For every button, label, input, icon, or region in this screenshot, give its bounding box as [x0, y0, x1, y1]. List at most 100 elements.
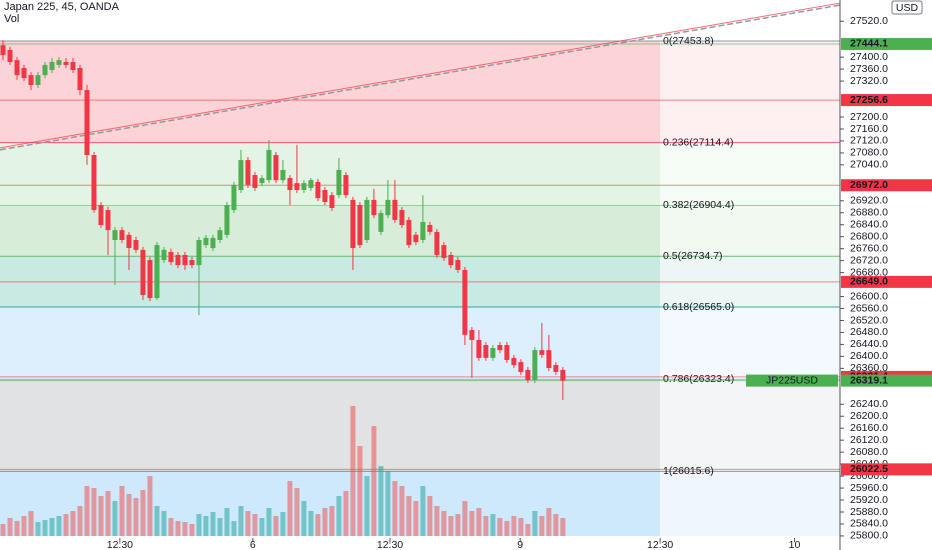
- y-tick-label: 26520.0: [850, 314, 888, 326]
- volume-bar: [511, 516, 517, 536]
- currency-box[interactable]: [891, 0, 923, 15]
- candle-body: [546, 350, 552, 369]
- candle-body: [252, 175, 258, 188]
- volume-bar: [532, 511, 538, 536]
- price-lines: [0, 2, 841, 470]
- volume-bar: [154, 506, 160, 536]
- candle-body: [189, 260, 195, 266]
- candle-body: [231, 184, 237, 211]
- volume-bar: [42, 520, 48, 536]
- price-label-box: [841, 179, 932, 192]
- volume-bar: [441, 511, 447, 536]
- candle-body: [294, 183, 300, 191]
- candle-body: [259, 178, 265, 184]
- y-tick-label: 27080.0: [850, 147, 888, 159]
- price-label: 27444.1: [850, 38, 888, 50]
- volume-bar: [133, 498, 139, 536]
- candle-body: [378, 213, 384, 232]
- volume-bar: [469, 511, 475, 536]
- volume-bar: [322, 508, 328, 536]
- volume-bar: [336, 496, 342, 536]
- candle-body: [497, 345, 503, 351]
- volume-bar: [259, 518, 265, 536]
- chart-title: Japan 225, 45, OANDA: [4, 1, 120, 13]
- candle-body: [511, 357, 517, 366]
- volume-bar: [329, 506, 335, 536]
- trend-line-solid: [0, 2, 841, 149]
- candle-body: [56, 60, 62, 65]
- volume-bar: [476, 508, 482, 536]
- price-label: 26972.0: [850, 179, 888, 191]
- y-tick-label: 26920.0: [850, 195, 888, 207]
- volume-bar: [147, 476, 153, 536]
- x-tick-label: 12:30: [647, 539, 673, 550]
- price-labels: 27444.127256.626972.026649.026331.426319…: [746, 38, 932, 476]
- candle-body: [336, 169, 342, 196]
- y-tick-label: 26440.0: [850, 338, 888, 350]
- volume-bar: [497, 518, 503, 536]
- price-label-box: [841, 275, 932, 288]
- y-tick-label: 27200.0: [850, 111, 888, 123]
- candle-body: [469, 330, 475, 340]
- candle-body: [357, 204, 363, 246]
- x-tick-label: 12:30: [377, 539, 403, 550]
- fib-label: 0.618(26565.0): [663, 301, 734, 313]
- volume-bar: [63, 514, 69, 536]
- candle-body: [322, 190, 328, 202]
- price-label-box: [841, 37, 932, 50]
- candle-body: [385, 199, 391, 216]
- candle-body: [462, 269, 468, 335]
- candle-body: [0, 45, 6, 56]
- volume-bar: [56, 516, 62, 536]
- volume-bar: [175, 521, 181, 536]
- candle-body: [343, 175, 349, 196]
- y-tick-label: 26240.0: [850, 398, 888, 410]
- volume-bar: [98, 496, 104, 536]
- volume-bar: [518, 518, 524, 536]
- fib-zone-extension: [660, 307, 840, 380]
- candle-body: [406, 219, 412, 246]
- volume-bar: [84, 486, 90, 536]
- volume-bar: [161, 511, 167, 536]
- candle-body: [266, 149, 272, 181]
- y-tick-label: 26880.0: [850, 207, 888, 219]
- candle-body: [483, 345, 489, 358]
- fib-zones: 0(27453.8) 0.236(27114.4) 0.382(26904.4) 0.…: [0, 35, 840, 536]
- currency[interactable]: USD: [896, 2, 919, 14]
- symbol-box: [746, 374, 838, 387]
- fib-zone: [0, 379, 660, 472]
- price-label: 26022.5: [850, 463, 888, 475]
- candles: [0, 40, 566, 401]
- candle-body: [308, 180, 314, 188]
- y-tick-label: 25880.0: [850, 506, 888, 518]
- candle-body: [203, 237, 209, 246]
- candle-body: [133, 239, 139, 250]
- x-tick-label: 6: [250, 539, 256, 550]
- candle-body: [329, 195, 335, 208]
- volume-bar: [371, 426, 377, 536]
- candle-body: [42, 64, 48, 76]
- candle-body: [434, 231, 440, 255]
- y-tick-label: 26720.0: [850, 254, 888, 266]
- volume-bar: [315, 514, 321, 536]
- volume-bar: [553, 514, 559, 536]
- y-tick-label: 26160.0: [850, 422, 888, 434]
- candle-body: [399, 210, 405, 226]
- fib-label: 1(26015.6): [663, 465, 714, 477]
- volume-bar: [301, 501, 307, 536]
- y-tick-label: 27400.0: [850, 51, 888, 63]
- y-tick-label: 26400.0: [850, 350, 888, 362]
- fib-zone-extension: [660, 205, 840, 257]
- volume-bar: [378, 466, 384, 536]
- candle-body: [21, 67, 27, 79]
- candle-body: [553, 365, 559, 372]
- volume-bar: [14, 521, 20, 536]
- volume-bar: [7, 518, 13, 536]
- y-tick-label: 26480.0: [850, 326, 888, 338]
- fib-zone-extension: [660, 142, 840, 206]
- fib-label: 0.786(26323.4): [663, 373, 734, 385]
- volume-bar: [210, 512, 216, 536]
- candle-body: [350, 199, 356, 249]
- y-tick-label: 26080.0: [850, 446, 888, 458]
